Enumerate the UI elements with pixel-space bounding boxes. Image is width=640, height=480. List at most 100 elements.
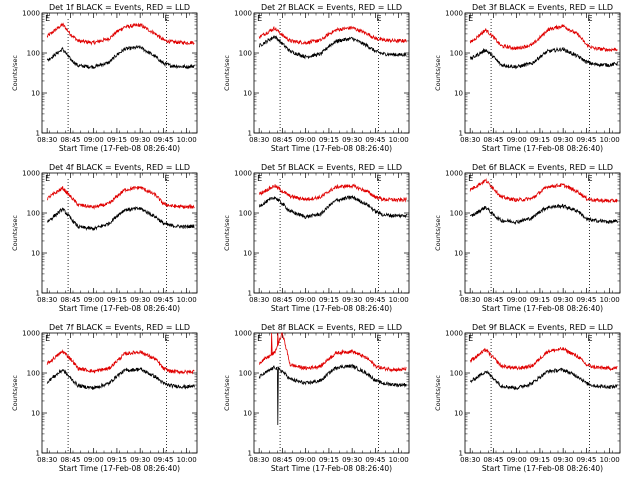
y-tick-label: 1000 xyxy=(22,330,40,338)
x-tick-label: 09:15 xyxy=(107,296,127,304)
x-axis-label: Start Time (17-Feb-08 08:26:40) xyxy=(59,304,180,313)
x-tick-label: 08:45 xyxy=(60,296,80,304)
lld-series-line xyxy=(47,185,195,210)
x-axis-label: Start Time (17-Feb-08 08:26:40) xyxy=(271,144,392,153)
y-axis-label: Counts/sec xyxy=(434,215,442,251)
panel-det-4: Det 4f BLACK = Events, RED = LLD 1 10 100 10… xyxy=(11,163,198,313)
panel-title: Det 4f BLACK = Events, RED = LLD xyxy=(49,163,190,172)
x-tick-label: 09:15 xyxy=(319,136,339,144)
panel-det-5: Det 5f BLACK = Events, RED = LLD 1 10 100 10… xyxy=(223,163,410,313)
y-tick-label: 100 xyxy=(27,210,40,218)
x-tick-label: 10:00 xyxy=(600,136,620,144)
event-marker-e: E xyxy=(468,14,473,23)
x-tick-label: 09:30 xyxy=(130,136,150,144)
x-tick-label: 09:30 xyxy=(130,296,150,304)
x-tick-label: 09:15 xyxy=(319,456,339,464)
x-tick-label: 10:00 xyxy=(177,296,197,304)
x-tick-label: 09:30 xyxy=(342,296,362,304)
x-tick-label: 09:15 xyxy=(319,296,339,304)
y-tick-label: 1000 xyxy=(445,170,463,178)
y-tick-label: 100 xyxy=(27,50,40,58)
x-tick-label: 09:00 xyxy=(84,456,104,464)
event-marker-e: E xyxy=(165,14,170,23)
y-tick-label: 10 xyxy=(243,250,252,258)
y-tick-label: 1000 xyxy=(234,330,252,338)
event-marker-e: E xyxy=(377,174,382,183)
y-tick-label: 10 xyxy=(243,410,252,418)
y-tick-label: 100 xyxy=(450,50,463,58)
event-marker-e: E xyxy=(257,174,262,183)
x-tick-label: 08:45 xyxy=(60,136,80,144)
x-tick-label: 09:30 xyxy=(553,456,573,464)
y-axis-label: Counts/sec xyxy=(223,375,231,411)
x-axis-label: Start Time (17-Feb-08 08:26:40) xyxy=(271,304,392,313)
panel-title: Det 5f BLACK = Events, RED = LLD xyxy=(261,163,402,172)
y-tick-label: 10 xyxy=(31,410,40,418)
x-tick-label: 09:45 xyxy=(153,456,173,464)
x-tick-label: 10:00 xyxy=(600,296,620,304)
event-marker-e: E xyxy=(588,14,593,23)
x-tick-label: 10:00 xyxy=(177,136,197,144)
x-tick-label: 08:30 xyxy=(249,456,269,464)
y-tick-label: 1 xyxy=(248,450,252,458)
y-axis-label: Counts/sec xyxy=(11,215,19,251)
x-tick-label: 09:30 xyxy=(342,456,362,464)
y-tick-label: 1 xyxy=(459,450,463,458)
event-marker-e: E xyxy=(377,334,382,343)
events-series-line xyxy=(470,367,618,391)
x-tick-label: 09:15 xyxy=(107,136,127,144)
y-tick-label: 100 xyxy=(239,370,252,378)
panel-title: Det 1f BLACK = Events, RED = LLD xyxy=(49,3,190,12)
y-tick-label: 1000 xyxy=(22,10,40,18)
y-tick-label: 1 xyxy=(248,290,252,298)
events-series-line xyxy=(258,194,407,220)
x-tick-label: 09:45 xyxy=(576,136,596,144)
lld-series-line xyxy=(258,25,407,46)
panel-det-8: Det 8f BLACK = Events, RED = LLD 1 10 100 10… xyxy=(223,323,410,473)
panel-title: Det 8f BLACK = Events, RED = LLD xyxy=(261,323,402,332)
panel-title: Det 9f BLACK = Events, RED = LLD xyxy=(472,323,613,332)
y-axis-label: Counts/sec xyxy=(11,55,19,91)
plot-frame xyxy=(253,172,410,294)
x-tick-label: 09:30 xyxy=(553,296,573,304)
panel-det-2: Det 2f BLACK = Events, RED = LLD 1 10 100 10… xyxy=(223,3,410,153)
event-marker-e: E xyxy=(588,334,593,343)
event-marker-e: E xyxy=(45,334,50,343)
x-tick-label: 08:45 xyxy=(272,296,292,304)
x-tick-label: 09:00 xyxy=(296,296,316,304)
x-tick-label: 09:45 xyxy=(576,296,596,304)
y-tick-label: 100 xyxy=(27,370,40,378)
x-tick-label: 09:45 xyxy=(153,136,173,144)
events-series-line xyxy=(258,363,407,426)
x-tick-label: 08:45 xyxy=(272,456,292,464)
y-tick-label: 100 xyxy=(239,210,252,218)
plot-frame xyxy=(41,12,198,134)
x-tick-label: 09:00 xyxy=(507,456,527,464)
lld-series-line xyxy=(469,178,618,204)
x-tick-label: 08:30 xyxy=(460,136,480,144)
x-tick-label: 10:00 xyxy=(600,456,620,464)
lld-series-line xyxy=(469,346,618,371)
y-tick-label: 10 xyxy=(243,90,252,98)
y-tick-label: 1000 xyxy=(234,170,252,178)
x-tick-label: 09:45 xyxy=(365,296,385,304)
y-tick-label: 1000 xyxy=(445,330,463,338)
event-marker-e: E xyxy=(45,174,50,183)
event-marker-e: E xyxy=(377,14,382,23)
y-tick-label: 1000 xyxy=(22,170,40,178)
event-marker-e: E xyxy=(165,174,170,183)
x-axis-label: Start Time (17-Feb-08 08:26:40) xyxy=(271,464,392,473)
x-tick-label: 09:45 xyxy=(576,456,596,464)
x-tick-label: 10:00 xyxy=(389,456,409,464)
x-tick-label: 08:45 xyxy=(483,136,503,144)
lld-series-line xyxy=(469,23,618,53)
x-tick-label: 09:15 xyxy=(107,456,127,464)
events-series-line xyxy=(258,35,407,60)
x-axis-label: Start Time (17-Feb-08 08:26:40) xyxy=(482,304,603,313)
x-tick-label: 09:00 xyxy=(507,296,527,304)
y-axis-label: Counts/sec xyxy=(11,375,19,411)
y-axis-label: Counts/sec xyxy=(434,55,442,91)
y-tick-label: 10 xyxy=(31,90,40,98)
y-axis-label: Counts/sec xyxy=(434,375,442,411)
y-tick-label: 100 xyxy=(450,370,463,378)
